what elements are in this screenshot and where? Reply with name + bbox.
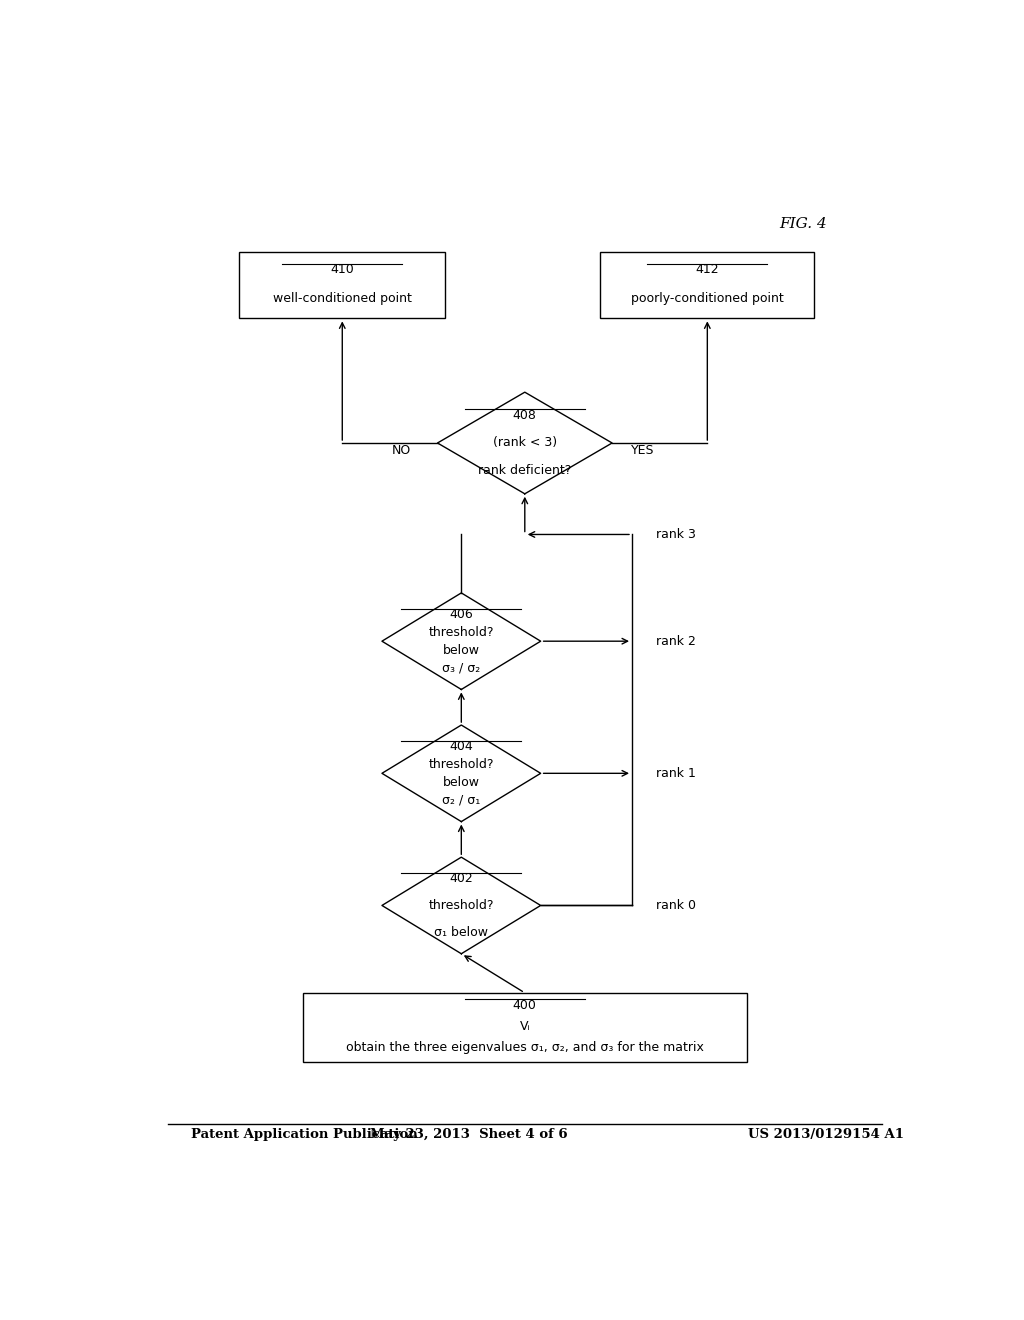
Text: NO: NO	[392, 444, 412, 457]
Text: below: below	[442, 776, 480, 788]
Text: US 2013/0129154 A1: US 2013/0129154 A1	[749, 1127, 904, 1140]
Text: YES: YES	[631, 444, 654, 457]
Bar	[303, 993, 748, 1063]
Text: (rank < 3): (rank < 3)	[493, 437, 557, 450]
Text: 408: 408	[513, 409, 537, 421]
Text: σ₁ below: σ₁ below	[434, 925, 488, 939]
Text: threshold?: threshold?	[429, 899, 494, 912]
Text: rank 3: rank 3	[655, 528, 695, 541]
Text: σ₃ / σ₂: σ₃ / σ₂	[442, 661, 480, 675]
Text: threshold?: threshold?	[429, 758, 494, 771]
Text: Vᵢ: Vᵢ	[519, 1020, 530, 1032]
Text: threshold?: threshold?	[429, 626, 494, 639]
Text: rank 2: rank 2	[655, 635, 695, 648]
Text: 402: 402	[450, 873, 473, 886]
Text: poorly-conditioned point: poorly-conditioned point	[631, 292, 783, 305]
Text: rank 1: rank 1	[655, 767, 695, 780]
Text: May 23, 2013  Sheet 4 of 6: May 23, 2013 Sheet 4 of 6	[371, 1127, 568, 1140]
Text: 406: 406	[450, 609, 473, 622]
Text: 410: 410	[331, 263, 354, 276]
Text: 400: 400	[513, 999, 537, 1012]
Text: FIG. 4: FIG. 4	[778, 218, 826, 231]
Text: well-conditioned point: well-conditioned point	[272, 292, 412, 305]
Text: 412: 412	[695, 263, 719, 276]
Text: Patent Application Publication: Patent Application Publication	[191, 1127, 418, 1140]
Text: σ₂ / σ₁: σ₂ / σ₁	[442, 793, 480, 807]
Text: below: below	[442, 644, 480, 656]
Text: rank 0: rank 0	[655, 899, 695, 912]
Text: obtain the three eigenvalues σ₁, σ₂, and σ₃ for the matrix: obtain the three eigenvalues σ₁, σ₂, and…	[346, 1040, 703, 1053]
Text: 404: 404	[450, 741, 473, 754]
Text: rank deficient?: rank deficient?	[478, 465, 571, 478]
Bar	[240, 252, 445, 318]
Bar	[600, 252, 814, 318]
